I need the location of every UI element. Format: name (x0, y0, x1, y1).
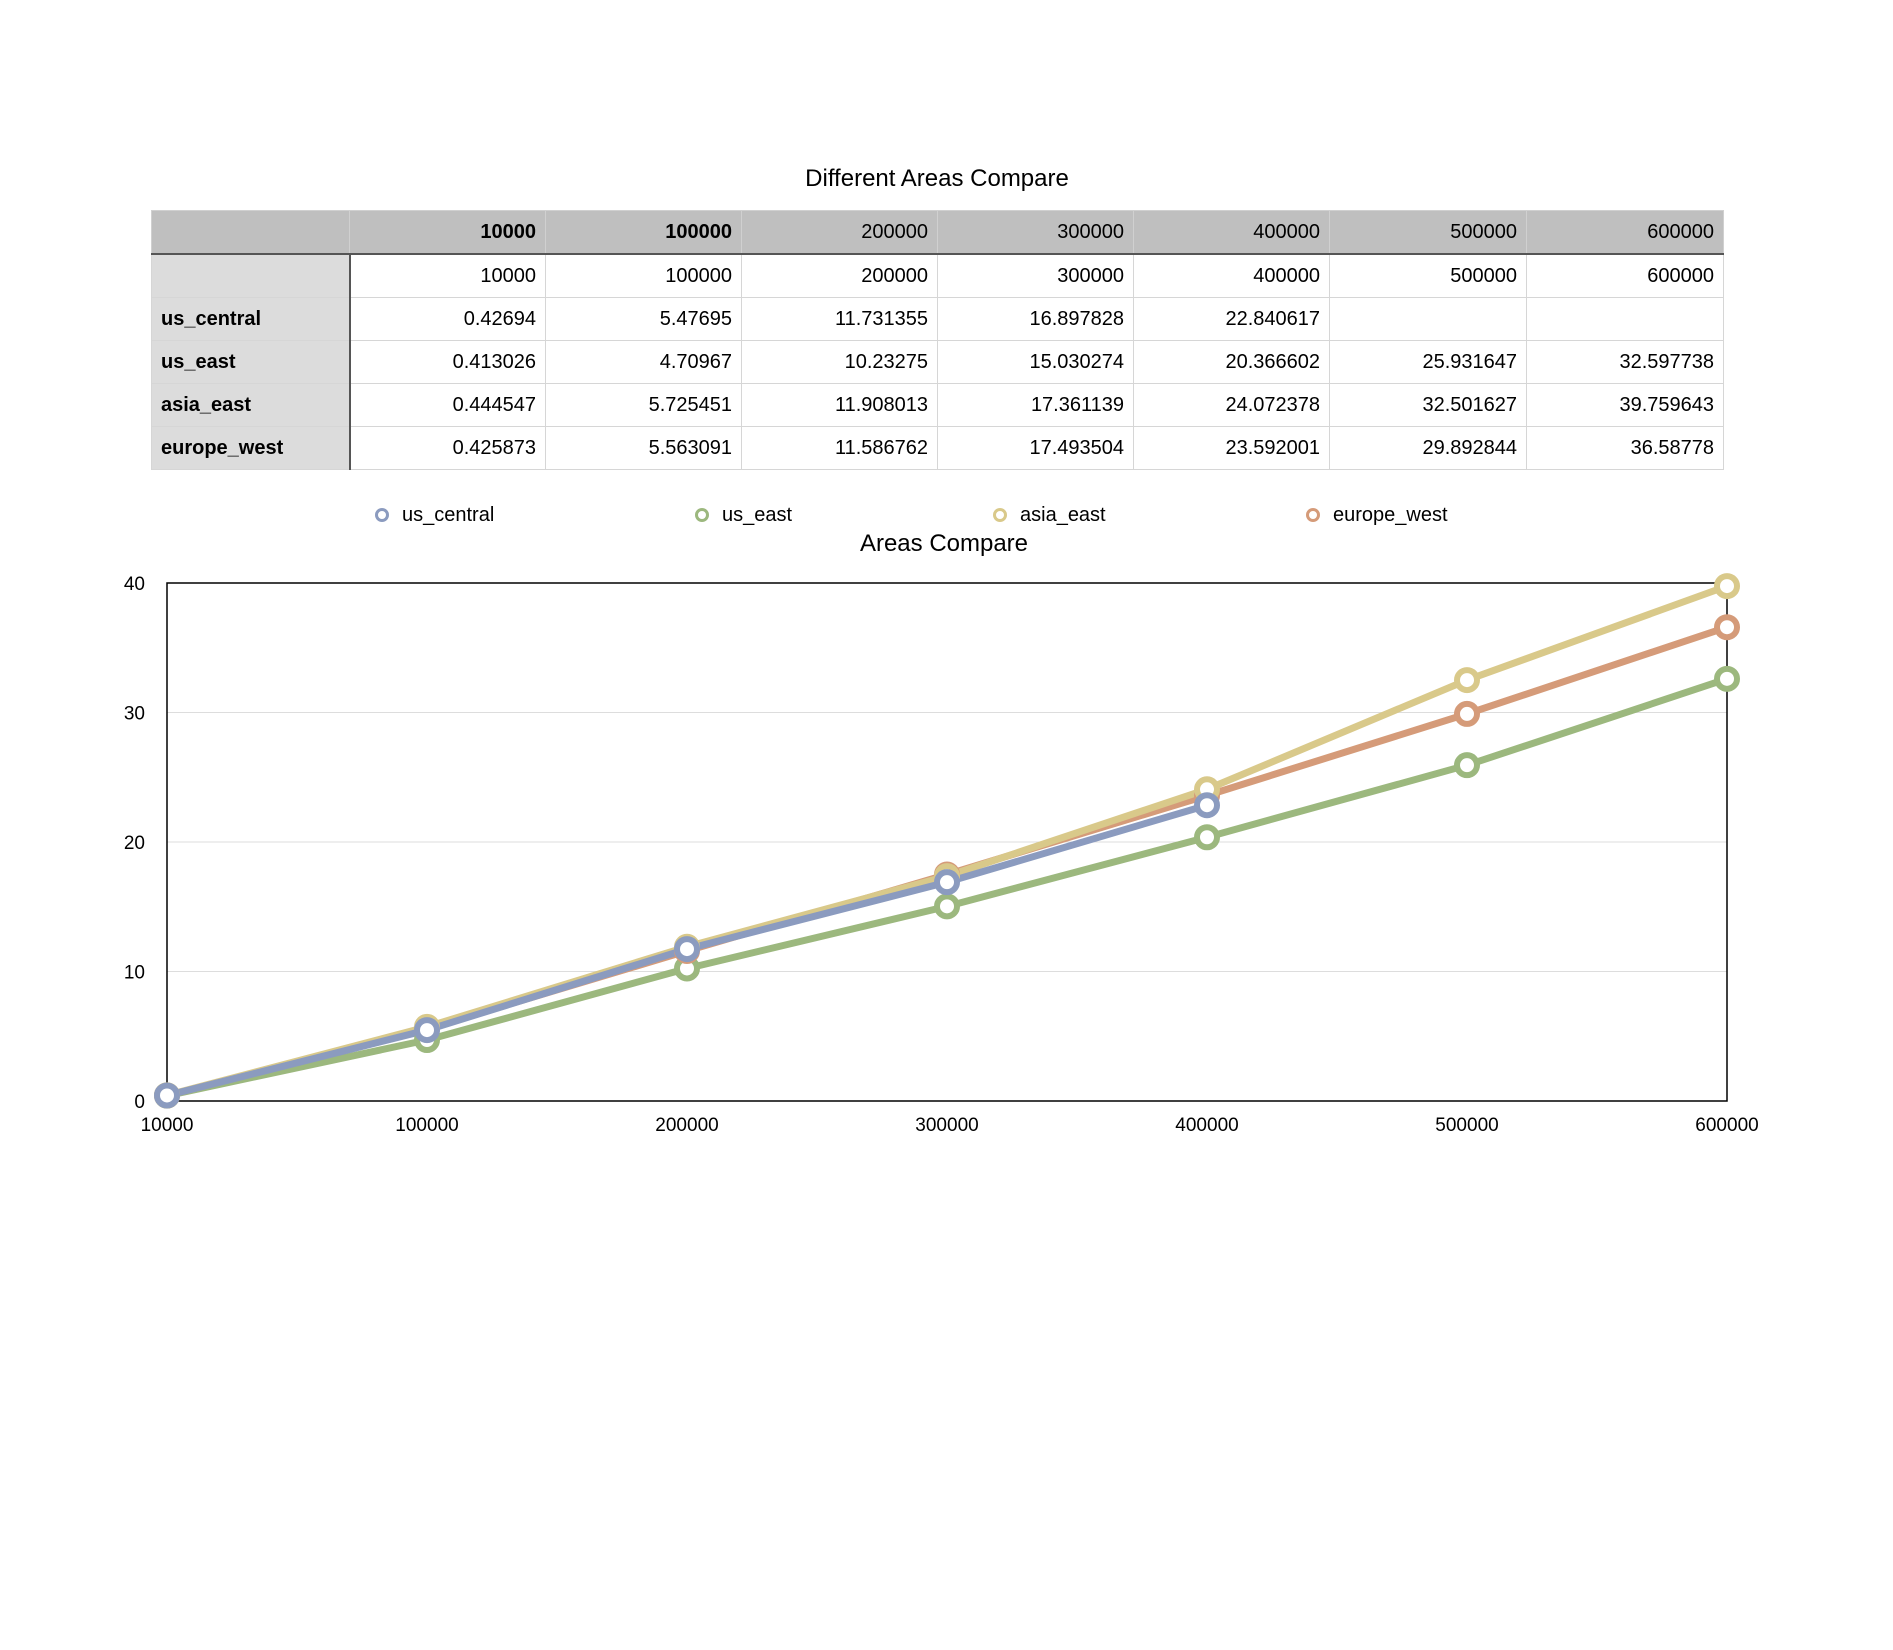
y-tick-label: 20 (124, 833, 145, 854)
table-header-cell (151, 210, 350, 255)
series-line-asia-east (163, 582, 1731, 1099)
data-point-us-central (1194, 792, 1220, 819)
plot-frame (166, 582, 1728, 1102)
table-cell: 25.931647 (1329, 340, 1527, 384)
table-cell: 600000 (1526, 253, 1724, 298)
data-point-asia-east (1714, 573, 1740, 600)
table-cell: 29.892844 (1329, 426, 1527, 470)
chart-legend: us_central us_east asia_east europe_west (0, 500, 1893, 530)
legend-item-us-east: us_east (695, 500, 792, 530)
x-tick-label: 600000 (1695, 1115, 1758, 1136)
table-header-cell: 600000 (1526, 210, 1724, 255)
table-header-cell: 400000 (1133, 210, 1330, 255)
legend-label: us_central (402, 503, 495, 526)
table-header-cell: 500000 (1329, 210, 1527, 255)
data-point-us-central (414, 1017, 440, 1044)
table-cell: 11.908013 (741, 383, 938, 427)
legend-marker-icon (1306, 508, 1320, 522)
table-cell: 22.840617 (1133, 297, 1330, 341)
table-row: europe_west 0.425873 5.563091 11.586762 17.4… (151, 426, 1724, 470)
legend-label: asia_east (1020, 503, 1106, 526)
table-cell: 32.501627 (1329, 383, 1527, 427)
table-title: Different Areas Compare (805, 165, 1069, 192)
y-tick-label: 30 (124, 704, 145, 725)
y-tick-label: 40 (124, 574, 145, 595)
y-tick-label: 10 (124, 963, 145, 984)
table-cell: 36.58778 (1526, 426, 1724, 470)
table-cell: 11.586762 (741, 426, 938, 470)
x-tick-label: 10000 (141, 1115, 194, 1136)
table-header-cell: 10000 (349, 210, 546, 255)
legend-marker-icon (375, 508, 389, 522)
table-row: us_east 0.413026 4.70967 10.23275 15.030274 2… (151, 340, 1724, 384)
table-cell: 5.563091 (545, 426, 742, 470)
legend-item-asia-east: asia_east (993, 500, 1106, 530)
chart-title: Areas Compare (860, 530, 1028, 557)
data-point-us-central (674, 936, 700, 963)
x-tick-label: 100000 (395, 1115, 458, 1136)
table-cell: 200000 (741, 253, 938, 298)
table-row-label: us_central (151, 297, 351, 341)
table-cell: 17.493504 (937, 426, 1134, 470)
table-header-cell: 300000 (937, 210, 1134, 255)
table-cell: 15.030274 (937, 340, 1134, 384)
data-point-europe-west (1454, 700, 1480, 727)
table-cell: 24.072378 (1133, 383, 1330, 427)
legend-item-europe-west: europe_west (1306, 500, 1448, 530)
data-point-us-central (934, 869, 960, 896)
table-cell: 11.731355 (741, 297, 938, 341)
table-cell: 16.897828 (937, 297, 1134, 341)
y-tick-label: 0 (134, 1092, 145, 1113)
table-cell: 10000 (349, 253, 546, 298)
data-point-us-east (1194, 824, 1220, 851)
table-row: 10000 100000 200000 300000 400000 500000 60000… (151, 253, 1724, 298)
table-header-cell: 200000 (741, 210, 938, 255)
table-cell: 300000 (937, 253, 1134, 298)
table-row-label: us_east (151, 340, 351, 384)
table-row: us_central 0.42694 5.47695 11.731355 16.8978… (151, 297, 1724, 341)
legend-label: europe_west (1333, 503, 1448, 526)
x-tick-label: 300000 (915, 1115, 978, 1136)
table-cell: 32.597738 (1526, 340, 1724, 384)
data-point-asia-east (1454, 667, 1480, 694)
table-row-label: europe_west (151, 426, 351, 470)
data-point-us-central (154, 1082, 180, 1109)
table-cell: 5.725451 (545, 383, 742, 427)
table-cell: 400000 (1133, 253, 1330, 298)
legend-label: us_east (722, 503, 793, 526)
data-point-us-east (934, 893, 960, 920)
legend-item-us-central: us_central (375, 500, 494, 530)
x-tick-label: 200000 (655, 1115, 718, 1136)
x-tick-label: 400000 (1175, 1115, 1238, 1136)
table-cell: 0.425873 (349, 426, 546, 470)
table-cell: 500000 (1329, 253, 1527, 298)
table-row-label: asia_east (151, 383, 351, 427)
legend-marker-icon (993, 508, 1007, 522)
table-row-label (151, 253, 351, 298)
table-cell: 0.444547 (349, 383, 546, 427)
table-row: asia_east 0.444547 5.725451 11.908013 17.361… (151, 383, 1724, 427)
table-header-row: 10000 100000 200000 300000 400000 500000 60000… (151, 210, 1724, 255)
x-tick-label: 500000 (1435, 1115, 1498, 1136)
series-line-europe-west (163, 623, 1731, 1099)
data-point-europe-west (1714, 614, 1740, 641)
data-table: 10000 100000 200000 300000 400000 500000 60000… (151, 210, 1724, 470)
table-cell: 23.592001 (1133, 426, 1330, 470)
table-cell (1526, 297, 1724, 341)
table-cell: 20.366602 (1133, 340, 1330, 384)
legend-marker-icon (695, 508, 709, 522)
data-point-us-east (1454, 752, 1480, 779)
table-cell: 17.361139 (937, 383, 1134, 427)
data-point-us-east (1714, 665, 1740, 692)
